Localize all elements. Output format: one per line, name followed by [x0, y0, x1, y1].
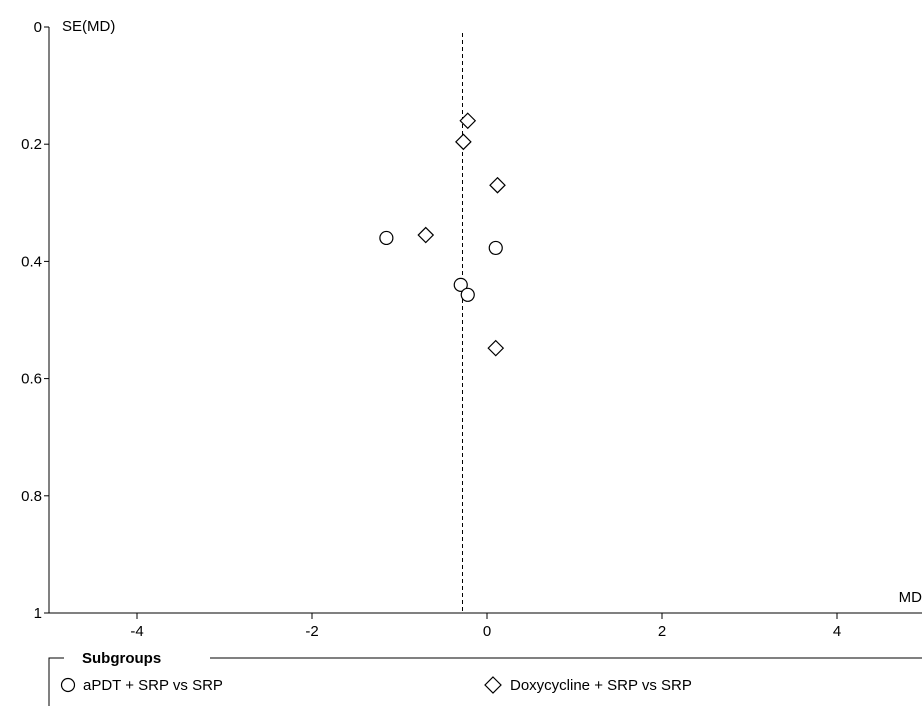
y-tick-label: 1 — [34, 605, 42, 622]
x-tick-label: 4 — [833, 623, 841, 640]
circle-point — [488, 240, 503, 256]
plot-axes — [48, 27, 922, 614]
y-tick-label: 0.2 — [21, 136, 42, 153]
diamond-point — [455, 133, 472, 151]
circle-point — [379, 230, 394, 246]
legend-diamond-marker — [484, 676, 502, 694]
y-axis-ticks: 0 0.2 0.4 0.6 0.8 1 — [21, 19, 49, 622]
y-tick-label: 0 — [34, 19, 42, 36]
legend-title: Subgroups — [82, 650, 161, 667]
y-tick-label: 0.6 — [21, 371, 42, 388]
legend-circle-marker — [60, 677, 76, 693]
x-axis-ticks: -4 -2 0 2 4 — [130, 613, 841, 640]
data-points — [379, 112, 506, 357]
diamond-point — [489, 176, 506, 194]
legend-frame — [48, 657, 922, 706]
circle-point — [453, 277, 468, 292]
diamond-point — [487, 339, 505, 357]
circle-point — [460, 287, 475, 302]
x-tick-label: 2 — [658, 623, 666, 640]
y-tick-label: 0.8 — [21, 488, 42, 505]
x-tick-label: 0 — [483, 623, 491, 640]
y-axis-title: SE(MD) — [62, 18, 115, 35]
legend-label-apdt: aPDT + SRP vs SRP — [83, 677, 223, 694]
x-axis-title: MD — [899, 589, 922, 606]
y-tick-label: 0.4 — [21, 253, 42, 270]
x-tick-label: -4 — [130, 623, 143, 640]
diamond-point — [459, 112, 477, 130]
legend: Subgroups aPDT + SRP vs SRP Doxycycline … — [48, 650, 922, 706]
legend-label-doxycycline: Doxycycline + SRP vs SRP — [510, 677, 692, 694]
x-tick-label: -2 — [305, 623, 318, 640]
diamond-point — [417, 226, 435, 244]
